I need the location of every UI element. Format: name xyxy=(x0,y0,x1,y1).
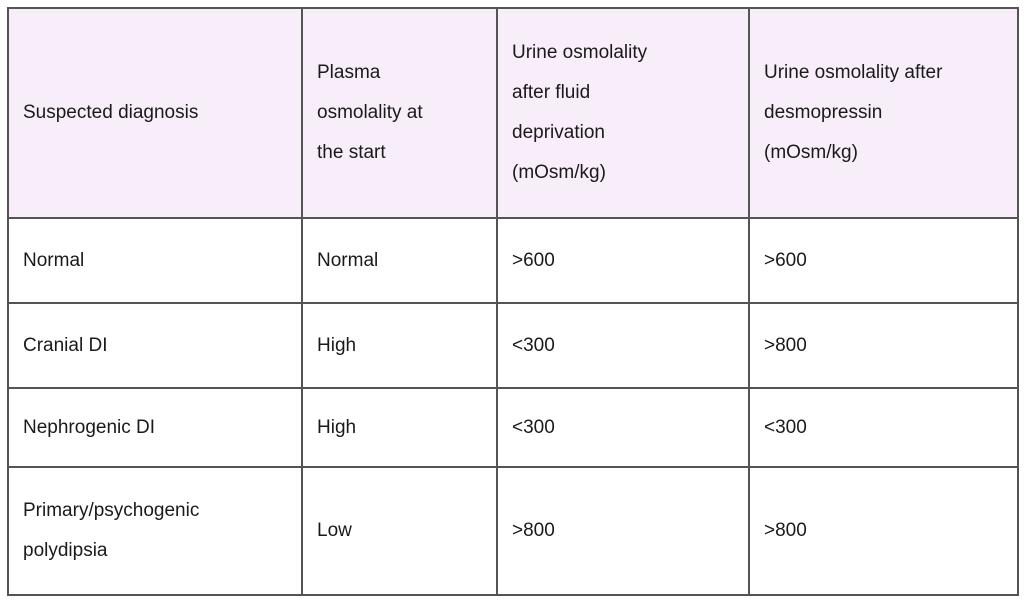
diagnosis-table: Suspected diagnosis Plasma osmolality at t… xyxy=(7,7,1019,596)
table-row-cranial-di: Cranial DI High <300 >800 xyxy=(7,302,1019,389)
column-header-urine-osmolality-after-desmopressin: Urine osmolality after desmopressin (mOsm/… xyxy=(748,7,1019,219)
cell-urine-osmolality-desmopressin: >800 xyxy=(748,302,1019,389)
cell-urine-osmolality-deprivation: <300 xyxy=(496,302,750,389)
cell-diagnosis: Nephrogenic DI xyxy=(7,387,303,468)
cell-urine-osmolality-desmopressin: <300 xyxy=(748,387,1019,468)
cell-urine-osmolality-desmopressin: >800 xyxy=(748,466,1019,596)
cell-urine-osmolality-deprivation: >800 xyxy=(496,466,750,596)
cell-plasma-osmolality: Normal xyxy=(301,217,498,304)
column-header-plasma-osmolality-at-start: Plasma osmolality at the start xyxy=(301,7,498,219)
cell-urine-osmolality-deprivation: >600 xyxy=(496,217,750,304)
cell-urine-osmolality-desmopressin: >600 xyxy=(748,217,1019,304)
column-header-suspected-diagnosis: Suspected diagnosis xyxy=(7,7,303,219)
cell-urine-osmolality-deprivation: <300 xyxy=(496,387,750,468)
column-header-urine-osmolality-after-fluid-deprivation: Urine osmolality after fluid deprivation (m… xyxy=(496,7,750,219)
cell-diagnosis: Primary/psychogenic polydipsia xyxy=(7,466,303,596)
cell-diagnosis: Cranial DI xyxy=(7,302,303,389)
table-row-primary-psychogenic-polydipsia: Primary/psychogenic polydipsia Low >800 … xyxy=(7,466,1019,596)
table-row-nephrogenic-di: Nephrogenic DI High <300 <300 xyxy=(7,387,1019,468)
cell-plasma-osmolality: High xyxy=(301,302,498,389)
cell-diagnosis: Normal xyxy=(7,217,303,304)
cell-plasma-osmolality: High xyxy=(301,387,498,468)
table-header-row: Suspected diagnosis Plasma osmolality at t… xyxy=(7,7,1019,219)
table-row-normal: Normal Normal >600 >600 xyxy=(7,217,1019,304)
cell-plasma-osmolality: Low xyxy=(301,466,498,596)
